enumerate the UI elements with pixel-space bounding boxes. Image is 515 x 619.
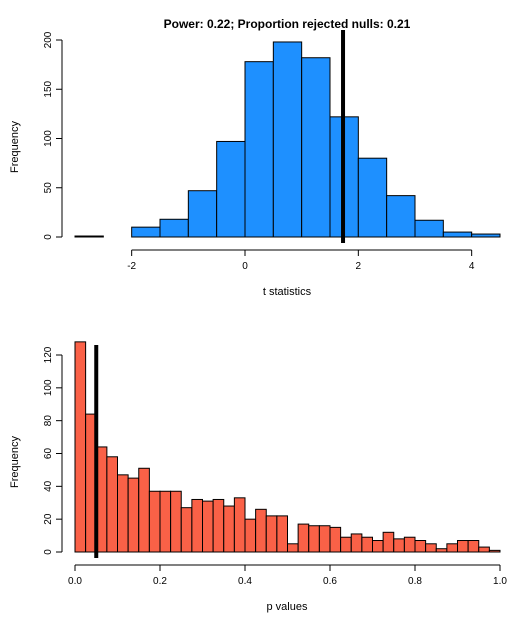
y-tick-label: 0: [43, 234, 54, 240]
histogram-bar: [287, 543, 299, 553]
t-bars: [74, 30, 501, 243]
histogram-bar: [216, 140, 246, 238]
histogram-bar: [187, 190, 218, 238]
y-tick-label: 20: [43, 513, 54, 525]
histogram-bar: [446, 543, 458, 553]
histogram-bar: [212, 498, 225, 553]
y-tick-label: 120: [43, 346, 54, 363]
histogram-bar: [127, 477, 140, 553]
x-axis: 0.0 0.2 0.4 0.6 0.8 1.0: [68, 564, 507, 587]
x-tick-label: 4: [469, 261, 475, 272]
t-statistics-histogram: Power: 0.22; Proportion rejected nulls: …: [9, 17, 501, 298]
y-tick-label: 100: [43, 379, 54, 396]
y-axis: 0 50 100 150 200: [43, 31, 63, 240]
histogram-bar: [202, 500, 214, 553]
histogram-bar: [301, 57, 331, 238]
histogram-bar: [297, 523, 310, 553]
histogram-bar: [276, 515, 288, 553]
x-tick-label: 0: [242, 261, 248, 272]
y-tick-label: 100: [43, 130, 54, 147]
histogram-bar: [255, 508, 267, 553]
y-axis-label: Frequency: [9, 121, 21, 173]
histogram-bar: [148, 490, 161, 553]
histogram-bar: [74, 235, 104, 238]
histogram-bar: [138, 467, 150, 553]
histogram-bar: [467, 540, 480, 553]
histogram-bar: [191, 498, 203, 553]
histogram-bar: [74, 341, 87, 553]
histogram-bar: [350, 533, 363, 553]
x-tick-label: 0.0: [68, 576, 82, 587]
p-bars: [74, 341, 501, 558]
x-tick-label: 0.4: [238, 576, 252, 587]
histogram-bar: [488, 549, 501, 553]
x-axis-label: p values: [267, 601, 308, 613]
y-tick-label: 200: [43, 31, 54, 48]
chart-title: Power: 0.22; Proportion rejected nulls: …: [164, 17, 411, 31]
y-axis: 0 20 40 60 80 100 120: [43, 346, 63, 555]
histogram-bar: [272, 41, 303, 238]
x-tick-label: 2: [356, 261, 362, 272]
y-tick-label: 60: [43, 448, 54, 460]
histogram-bar: [117, 474, 129, 553]
x-tick-label: 0.2: [153, 576, 167, 587]
histogram-bar: [329, 526, 342, 553]
histogram-bar: [170, 490, 182, 553]
histogram-bar: [340, 536, 352, 553]
histogram-bar: [308, 525, 320, 553]
histogram-bar: [244, 61, 274, 238]
histogram-bar: [425, 543, 437, 553]
p-values-histogram: 0.0 0.2 0.4 0.6 0.8 1.0 0 20 40 60 80 100 120 p val…: [9, 341, 507, 613]
histogram-bar: [233, 497, 246, 553]
histogram-bar: [106, 456, 118, 553]
x-tick-label: -2: [127, 261, 136, 272]
histogram-bar: [265, 515, 278, 553]
histogram-bar: [386, 195, 416, 238]
histogram-bar: [159, 490, 172, 553]
histogram-bar: [357, 157, 388, 238]
histogram-bar: [414, 540, 427, 553]
histogram-bar: [478, 546, 490, 553]
y-tick-label: 150: [43, 80, 54, 97]
x-axis: -2 0 2 4: [127, 249, 475, 272]
x-axis-label: t statistics: [263, 286, 312, 298]
y-tick-label: 40: [43, 480, 54, 492]
histogram-bar: [159, 218, 189, 238]
histogram-bar: [393, 538, 405, 553]
y-tick-label: 0: [43, 549, 54, 555]
histogram-bar: [435, 548, 448, 553]
histogram-bar: [244, 518, 257, 553]
y-tick-label: 50: [43, 182, 54, 194]
histogram-bar: [457, 540, 469, 553]
x-tick-label: 0.6: [323, 576, 337, 587]
histogram-bar: [442, 231, 473, 238]
histogram-bar: [372, 540, 384, 553]
histogram-bar: [382, 531, 395, 553]
x-tick-label: 0.8: [408, 576, 422, 587]
histogram-bar: [318, 525, 331, 553]
x-tick-label: 1.0: [493, 576, 507, 587]
histogram-bar: [361, 536, 373, 553]
histogram-bar: [131, 226, 161, 238]
histogram-bar: [180, 507, 193, 553]
histogram-bar: [471, 233, 501, 238]
y-tick-label: 80: [43, 415, 54, 427]
y-axis-label: Frequency: [9, 436, 21, 488]
histogram-bar: [223, 505, 235, 553]
histogram-bar: [403, 536, 416, 553]
histogram-bar: [414, 219, 444, 238]
